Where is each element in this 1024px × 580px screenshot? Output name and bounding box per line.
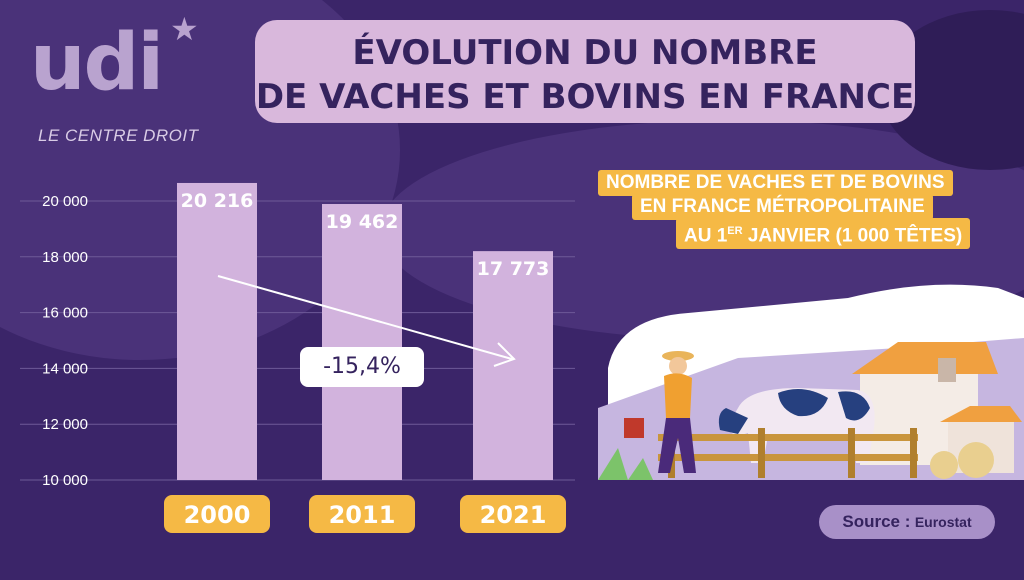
hay-bale — [930, 451, 958, 479]
fence-post — [758, 428, 765, 478]
subtitle-line-3-end: JANVIER (1 000 TÊTES) — [742, 225, 963, 247]
shed-roof — [940, 406, 1022, 422]
x-axis: 2000 2011 2021 — [164, 495, 566, 533]
subtitle-line-1: NOMBRE DE VACHES ET DE BOVINS — [598, 170, 953, 196]
logo-wordmark: udi — [30, 18, 164, 108]
farmer-head — [669, 357, 687, 375]
data-label: 17 773 — [477, 258, 550, 280]
barn-window — [938, 358, 956, 382]
source-label: Source : — [842, 512, 911, 531]
bucket — [624, 418, 644, 438]
farmer-hat — [662, 351, 694, 361]
cow-spot — [778, 389, 828, 417]
y-tick-label: 16 000 — [42, 305, 88, 322]
data-label: 19 462 — [326, 211, 399, 233]
title-line-2: DE VACHES ET BOVINS EN FRANCE — [255, 77, 915, 117]
cow-spot — [838, 391, 870, 421]
barn-roof — [852, 342, 998, 374]
farm-illustration — [598, 284, 1024, 480]
fence-post — [910, 428, 917, 478]
bars: 20 216 19 462 17 773 — [177, 182, 553, 480]
hay-bale — [958, 442, 994, 478]
y-tick-label: 18 000 — [42, 249, 88, 266]
y-tick-label: 20 000 — [42, 193, 88, 210]
bar — [177, 182, 257, 480]
udi-logo: udi ★ LE CENTRE DROIT — [30, 11, 230, 150]
cow-head — [718, 408, 748, 434]
x-tick-label: 2021 — [480, 501, 547, 529]
fence-post — [848, 428, 855, 478]
grass — [598, 448, 653, 480]
x-tick-box — [164, 495, 270, 533]
farmer-legs — [658, 418, 696, 473]
fence-rail — [658, 454, 918, 461]
title-line-1: ÉVOLUTION DU NOMBRE — [352, 33, 818, 73]
subtitle-line-3-start: AU 1 — [684, 225, 728, 247]
star-icon: ★ — [170, 11, 199, 47]
title-box: ÉVOLUTION DU NOMBRE DE VACHES ET BOVINS … — [255, 20, 915, 123]
x-tick-label: 2000 — [184, 501, 251, 529]
subtitle-line-3: AU 1ER JANVIER (1 000 TÊTES) — [676, 218, 971, 250]
subtitle-superscript: ER — [727, 225, 743, 237]
fence-rail — [658, 434, 918, 441]
data-label: 20 216 — [181, 190, 254, 212]
logo-tagline: LE CENTRE DROIT — [38, 126, 199, 145]
source-value: Eurostat — [914, 514, 972, 530]
x-tick-box — [309, 495, 415, 533]
x-tick-box — [460, 495, 566, 533]
y-tick-label: 12 000 — [42, 416, 88, 433]
source-badge: Source : Eurostat — [819, 505, 995, 539]
trend-arrow-line — [217, 275, 513, 360]
y-tick-label: 10 000 — [42, 472, 88, 489]
subtitle-line-2: EN FRANCE MÉTROPOLITAINE — [632, 194, 933, 220]
bar — [322, 204, 402, 480]
trend-arrowhead — [493, 342, 516, 367]
x-tick-label: 2011 — [329, 501, 396, 529]
y-tick-label: 14 000 — [42, 360, 88, 377]
bar — [473, 251, 553, 480]
farmer-body — [664, 373, 692, 418]
y-axis: 10 000 12 000 14 000 16 000 18 000 20 000 — [42, 193, 88, 489]
change-annotation: -15,4% — [300, 347, 424, 387]
